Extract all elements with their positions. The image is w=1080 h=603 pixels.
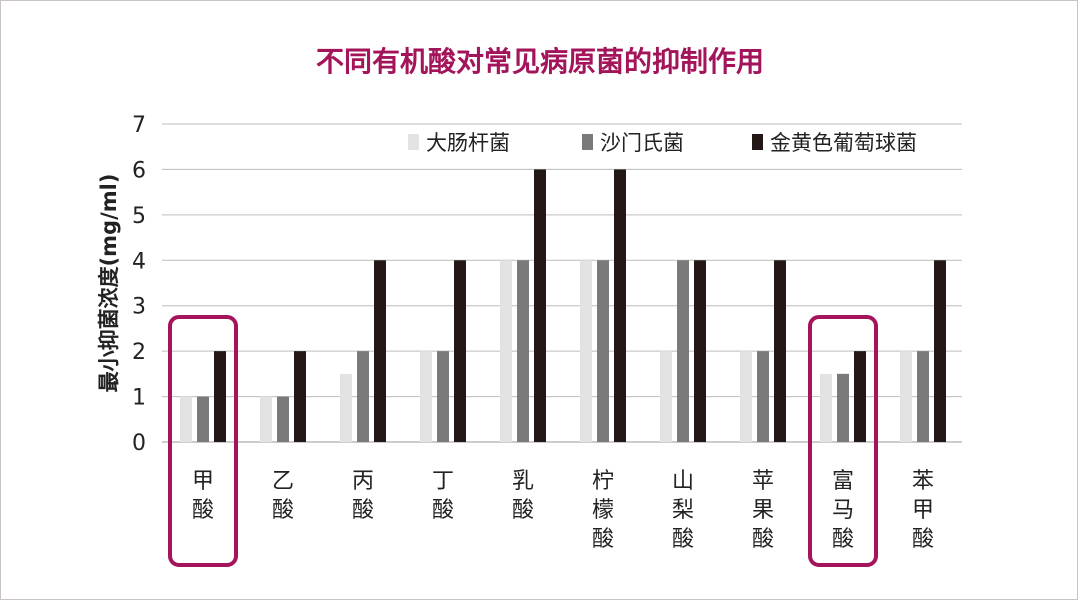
x-tick-label: 甲 bbox=[192, 469, 214, 494]
bar bbox=[580, 260, 592, 442]
bar bbox=[934, 260, 946, 442]
bar bbox=[917, 351, 929, 442]
bar bbox=[774, 260, 786, 442]
y-axis-label: 最小抑菌浓度(mg/ml) bbox=[97, 174, 121, 393]
x-tick-label: 酸 bbox=[832, 527, 854, 552]
legend-swatch bbox=[408, 134, 419, 150]
y-tick-label: 7 bbox=[132, 113, 146, 138]
x-tick-label: 乳 bbox=[512, 469, 534, 494]
x-tick-label: 富 bbox=[832, 469, 854, 494]
legend-label: 沙门氏菌 bbox=[600, 131, 684, 155]
bar bbox=[854, 351, 866, 442]
legend-swatch bbox=[752, 134, 763, 150]
x-tick-label: 酸 bbox=[672, 527, 694, 552]
chart-title: 不同有机酸对常见病原菌的抑制作用 bbox=[315, 45, 764, 78]
bar bbox=[597, 260, 609, 442]
x-tick-label: 酸 bbox=[912, 527, 934, 552]
bar bbox=[197, 396, 209, 442]
y-tick-label: 1 bbox=[132, 386, 146, 411]
y-tick-label: 6 bbox=[132, 158, 146, 183]
bar bbox=[277, 396, 289, 442]
bar bbox=[837, 373, 849, 442]
y-tick-label: 4 bbox=[132, 249, 146, 274]
legend-swatch bbox=[582, 134, 593, 150]
bar bbox=[820, 373, 832, 442]
bar bbox=[374, 260, 386, 442]
bar bbox=[677, 260, 689, 442]
bar bbox=[500, 260, 512, 442]
bar bbox=[214, 351, 226, 442]
bar bbox=[420, 351, 432, 442]
x-tick-label: 柠 bbox=[592, 469, 614, 494]
x-tick-label: 乙 bbox=[272, 469, 294, 494]
highlight-box bbox=[168, 315, 238, 567]
bar bbox=[294, 351, 306, 442]
x-tick-label: 檬 bbox=[592, 498, 614, 523]
highlight-box bbox=[808, 315, 878, 567]
bar bbox=[437, 351, 449, 442]
x-tick-label: 酸 bbox=[752, 527, 774, 552]
bar bbox=[454, 260, 466, 442]
x-tick-label: 酸 bbox=[512, 498, 534, 523]
legend-label: 金黄色葡萄球菌 bbox=[770, 131, 917, 155]
y-tick-label: 0 bbox=[132, 431, 146, 456]
x-tick-label: 酸 bbox=[352, 498, 374, 523]
bar bbox=[660, 351, 672, 442]
bar bbox=[357, 351, 369, 442]
bar bbox=[517, 260, 529, 442]
y-tick-label: 3 bbox=[132, 295, 146, 320]
legend-label: 大肠杆菌 bbox=[426, 131, 510, 155]
bar bbox=[740, 351, 752, 442]
bar bbox=[260, 396, 272, 442]
y-tick-label: 2 bbox=[132, 340, 146, 365]
bar bbox=[614, 169, 626, 442]
x-tick-label: 梨 bbox=[672, 498, 694, 523]
bar bbox=[180, 396, 192, 442]
x-tick-label: 酸 bbox=[272, 498, 294, 523]
x-tick-label: 酸 bbox=[432, 498, 454, 523]
x-tick-label: 苯 bbox=[912, 469, 934, 494]
bar bbox=[694, 260, 706, 442]
y-tick-label: 5 bbox=[132, 204, 146, 229]
x-tick-label: 山 bbox=[672, 469, 694, 494]
bar bbox=[340, 373, 352, 442]
x-tick-label: 苹 bbox=[752, 469, 774, 494]
x-tick-label: 果 bbox=[752, 498, 774, 523]
bar bbox=[757, 351, 769, 442]
bar bbox=[534, 169, 546, 442]
bar bbox=[900, 351, 912, 442]
x-tick-label: 酸 bbox=[192, 498, 214, 523]
x-tick-label: 丙 bbox=[352, 469, 374, 494]
x-tick-label: 甲 bbox=[912, 498, 934, 523]
x-tick-label: 丁 bbox=[432, 469, 454, 494]
x-tick-label: 马 bbox=[832, 498, 854, 523]
x-tick-label: 酸 bbox=[592, 527, 614, 552]
